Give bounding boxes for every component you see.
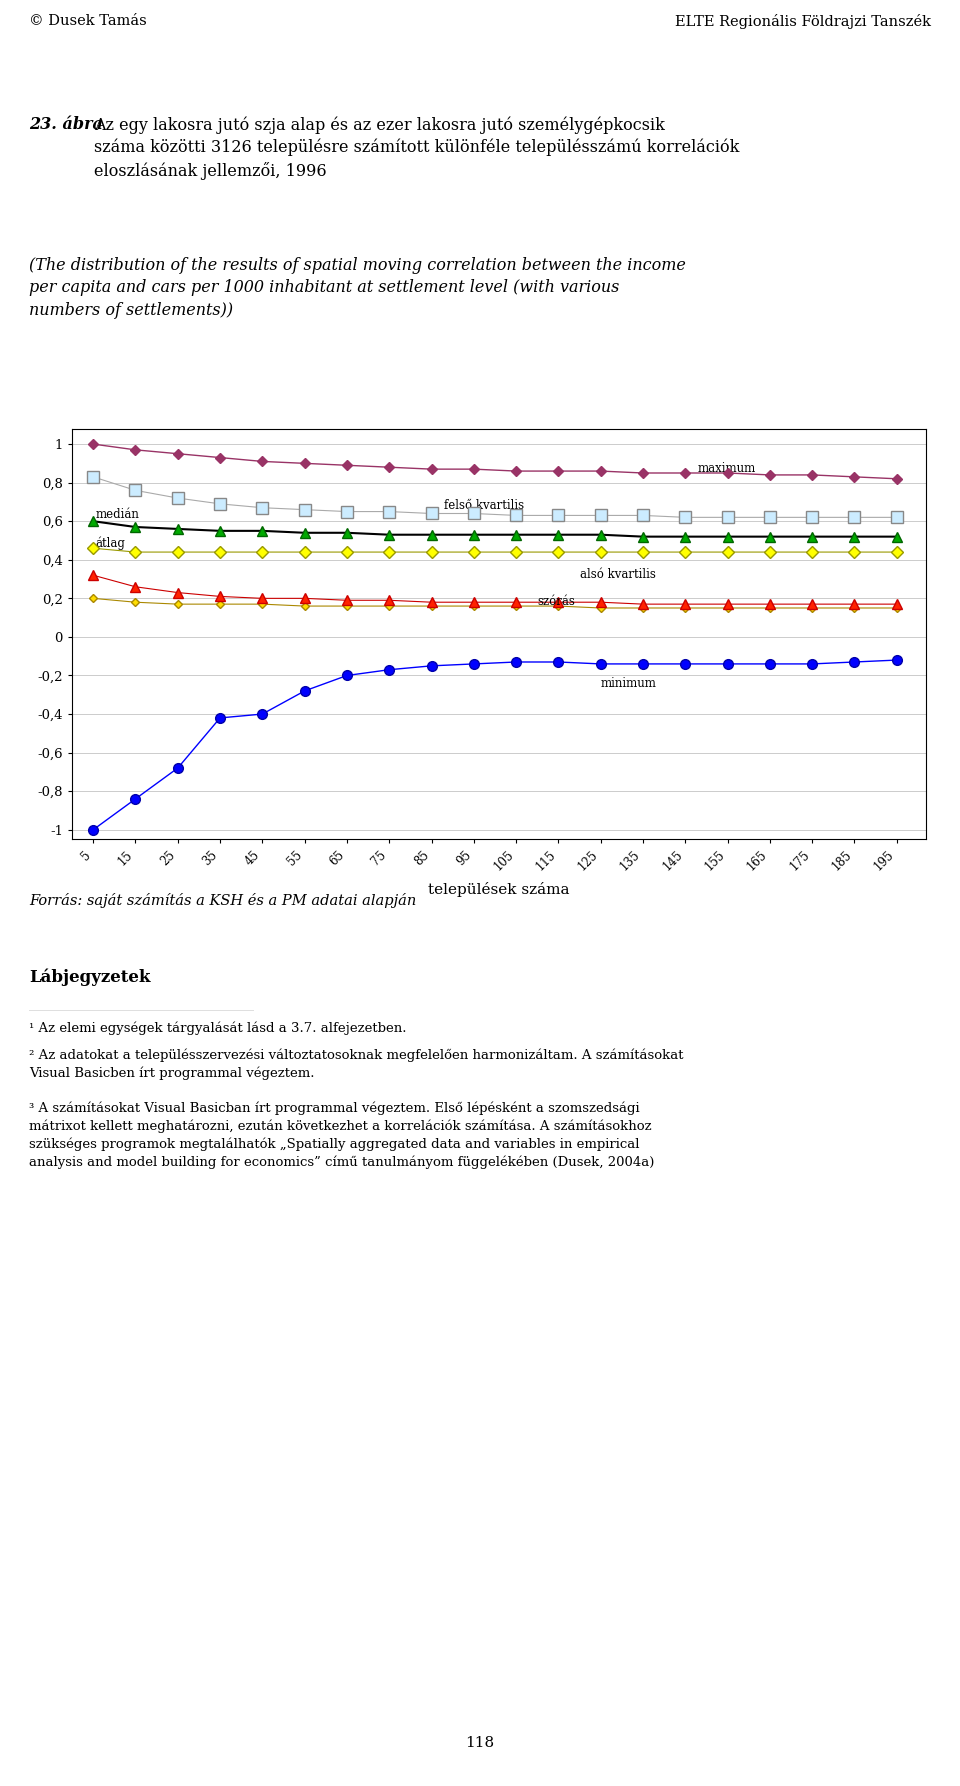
Text: felső kvartilis: felső kvartilis xyxy=(444,498,524,511)
Text: átlag: átlag xyxy=(95,538,125,550)
Text: ² Az adatokat a településszervezési változtatosoknak megfelelően harmonizáltam. : ² Az adatokat a településszervezési vált… xyxy=(29,1048,684,1079)
Text: 23. ábra: 23. ábra xyxy=(29,116,108,134)
Text: szórás: szórás xyxy=(538,595,575,607)
Text: 118: 118 xyxy=(466,1736,494,1750)
Text: (The distribution of the results of spatial moving correlation between the incom: (The distribution of the results of spat… xyxy=(29,257,685,318)
Text: minimum: minimum xyxy=(601,677,657,689)
Text: Az egy lakosra jutó szja alap és az ezer lakosra jutó személygépkocsik
száma köz: Az egy lakosra jutó szja alap és az ezer… xyxy=(94,116,739,180)
Text: medián: medián xyxy=(95,509,139,522)
Text: maximum: maximum xyxy=(698,463,756,475)
Text: Lábjegyzetek: Lábjegyzetek xyxy=(29,968,151,986)
Text: ³ A számításokat Visual Basicban írt programmal végeztem. Első lépésként a szoms: ³ A számításokat Visual Basicban írt pro… xyxy=(29,1102,654,1168)
Text: ¹ Az elemi egységek tárgyalását lásd a 3.7. alfejezetben.: ¹ Az elemi egységek tárgyalását lásd a 3… xyxy=(29,1022,406,1036)
Text: Forrás: saját számítás a KSH és a PM adatai alapján: Forrás: saját számítás a KSH és a PM ada… xyxy=(29,893,416,907)
X-axis label: települések száma: települések száma xyxy=(428,882,570,897)
Text: © Dusek Tamás: © Dusek Tamás xyxy=(29,14,147,29)
Text: ELTE Regionális Földrajzi Tanszék: ELTE Regionális Földrajzi Tanszék xyxy=(675,14,931,29)
Text: alsó kvartilis: alsó kvartilis xyxy=(580,568,656,580)
